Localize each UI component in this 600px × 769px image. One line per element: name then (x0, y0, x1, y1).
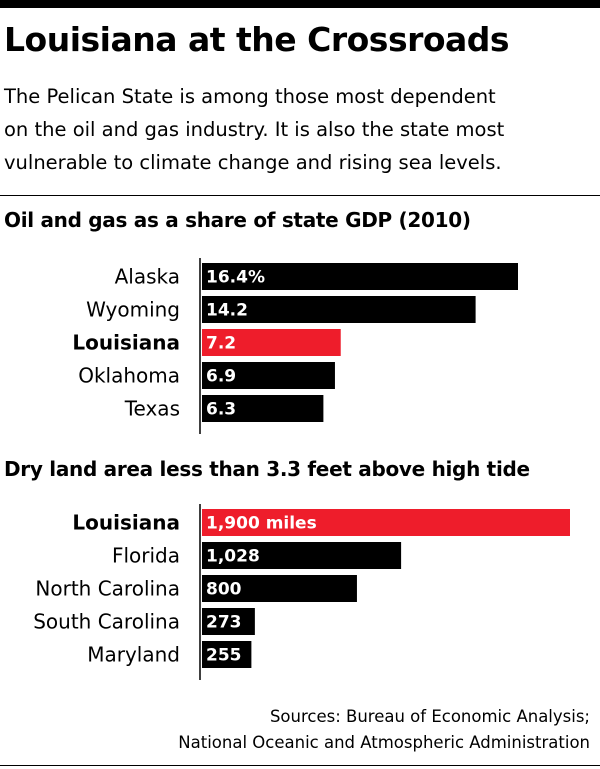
category-label: Oklahoma (78, 364, 180, 388)
value-label: 7.2 (206, 334, 236, 354)
value-label: 1,028 (206, 547, 260, 567)
category-label: Texas (124, 397, 180, 421)
value-label: 255 (206, 646, 242, 666)
chart-dry-land-svg: Louisiana 1,900 miles Florida 1,028 North Ca… (33, 504, 570, 680)
subtitle-line: The Pelican State is among those most de… (4, 85, 496, 108)
chart-title-dry-land: Dry land area less than 3.3 feet above h… (4, 457, 530, 481)
value-label: 14.2 (206, 301, 248, 321)
category-label: Maryland (87, 643, 180, 667)
value-label: 16.4% (206, 268, 265, 288)
source-line: Sources: Bureau of Economic Analysis; (269, 707, 590, 726)
source-line: National Oceanic and Atmospheric Adminis… (178, 733, 590, 752)
source-note: Sources: Bureau of Economic Analysis; Na… (178, 704, 590, 756)
category-label: Louisiana (72, 331, 180, 355)
bar-maryland (202, 641, 252, 668)
bar-wyoming (202, 296, 476, 323)
bar-oklahoma (202, 362, 335, 389)
chart-gdp-svg: Alaska 16.4% Wyoming 14.2 Louisiana 7.2 Oklaho… (72, 258, 518, 434)
category-label: South Carolina (33, 610, 180, 634)
category-label: Florida (112, 544, 180, 568)
page-title: Louisiana at the Crossroads (4, 20, 510, 59)
chart-gdp: Alaska 16.4% Wyoming 14.2 Louisiana 7.2 Oklaho… (0, 258, 600, 434)
bar-south-carolina (202, 608, 255, 635)
category-label: North Carolina (35, 577, 180, 601)
divider (0, 195, 600, 196)
bar-louisiana (202, 509, 570, 536)
value-label: 6.9 (206, 367, 236, 387)
chart-title-gdp: Oil and gas as a share of state GDP (201… (4, 208, 471, 232)
bar-florida (202, 542, 402, 569)
bottom-divider (0, 765, 600, 766)
category-label: Louisiana (72, 511, 180, 535)
category-label: Alaska (115, 265, 180, 289)
value-label: 273 (206, 613, 242, 633)
subtitle-line: on the oil and gas industry. It is also … (4, 118, 505, 141)
subtitle-line: vulnerable to climate change and rising … (4, 151, 502, 174)
bar-texas (202, 395, 324, 422)
bar-louisiana (202, 329, 341, 356)
category-label: Wyoming (86, 298, 180, 322)
top-bar (0, 0, 600, 8)
chart-dry-land: Louisiana 1,900 miles Florida 1,028 North Ca… (0, 504, 600, 680)
page-subtitle: The Pelican State is among those most de… (4, 80, 594, 179)
value-label: 1,900 miles (206, 514, 317, 534)
value-label: 6.3 (206, 400, 236, 420)
value-label: 800 (206, 580, 242, 600)
bar-alaska (202, 263, 518, 290)
bar-north-carolina (202, 575, 357, 602)
